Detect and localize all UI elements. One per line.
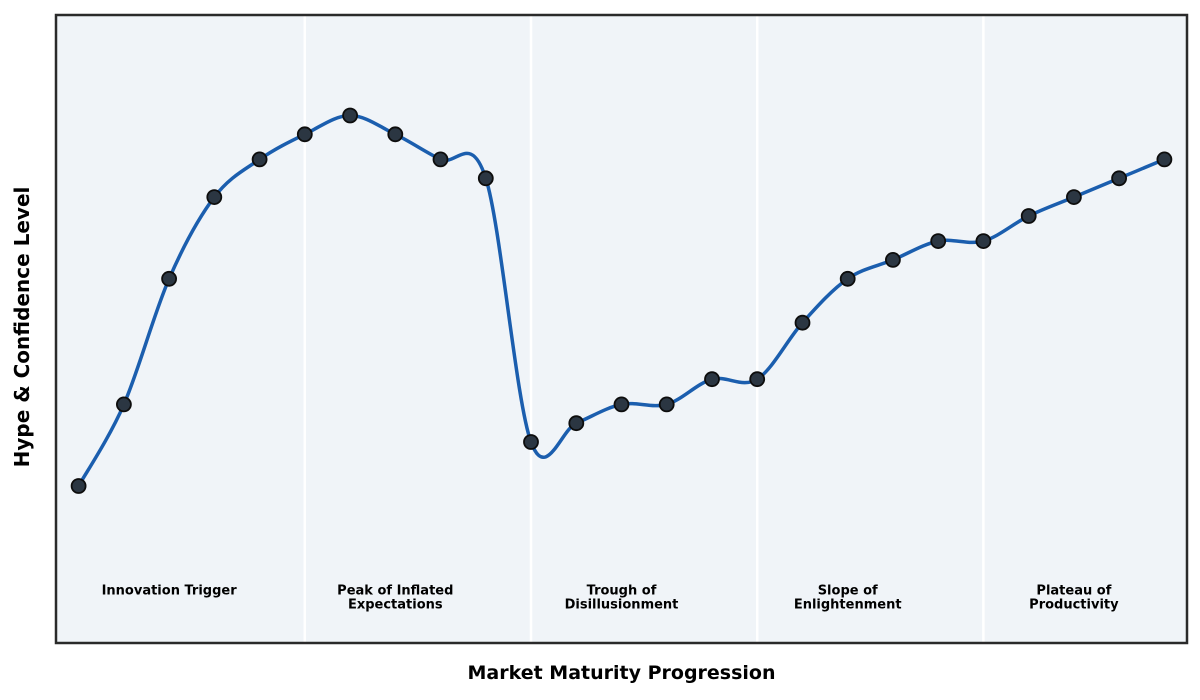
data-point-marker bbox=[1020, 208, 1037, 224]
data-point-marker bbox=[885, 251, 901, 268]
data-point-marker bbox=[568, 415, 585, 432]
data-point-marker bbox=[296, 126, 313, 143]
phase-label: Slope of Enlightenment bbox=[794, 584, 902, 613]
data-point-marker bbox=[161, 270, 178, 287]
phase-band-3 bbox=[531, 15, 758, 643]
phase-label: Plateau of Productivity bbox=[1029, 584, 1119, 613]
phase-label: Innovation Trigger bbox=[102, 584, 238, 599]
plot-frame bbox=[54, 13, 1189, 645]
data-point-marker bbox=[1066, 189, 1082, 206]
phase-label: Trough of Disillusionment bbox=[565, 584, 679, 613]
data-point-marker bbox=[116, 396, 132, 413]
data-point-marker bbox=[658, 396, 675, 413]
phase-label: Peak of Inflated Expectations bbox=[337, 584, 453, 613]
data-point-marker bbox=[1111, 170, 1127, 187]
data-point-marker bbox=[251, 151, 268, 168]
data-point-marker bbox=[432, 151, 449, 168]
phase-band-5 bbox=[983, 15, 1187, 643]
data-point-marker bbox=[794, 314, 811, 331]
phase-band-2 bbox=[304, 15, 531, 643]
data-point-marker bbox=[613, 396, 630, 413]
data-point-marker bbox=[704, 371, 720, 388]
data-point-marker bbox=[477, 170, 494, 187]
data-point-marker bbox=[1156, 151, 1173, 168]
phase-band-1 bbox=[56, 15, 305, 643]
data-point-marker bbox=[975, 233, 992, 250]
data-point-marker bbox=[206, 189, 223, 206]
data-point-marker bbox=[839, 270, 856, 287]
data-point-marker bbox=[749, 371, 766, 388]
data-point-marker bbox=[342, 107, 359, 124]
data-point-marker bbox=[930, 233, 947, 250]
data-point-marker bbox=[523, 434, 539, 450]
data-point-marker bbox=[387, 126, 404, 143]
data-point-marker bbox=[70, 478, 87, 494]
phase-band-4 bbox=[757, 15, 984, 643]
